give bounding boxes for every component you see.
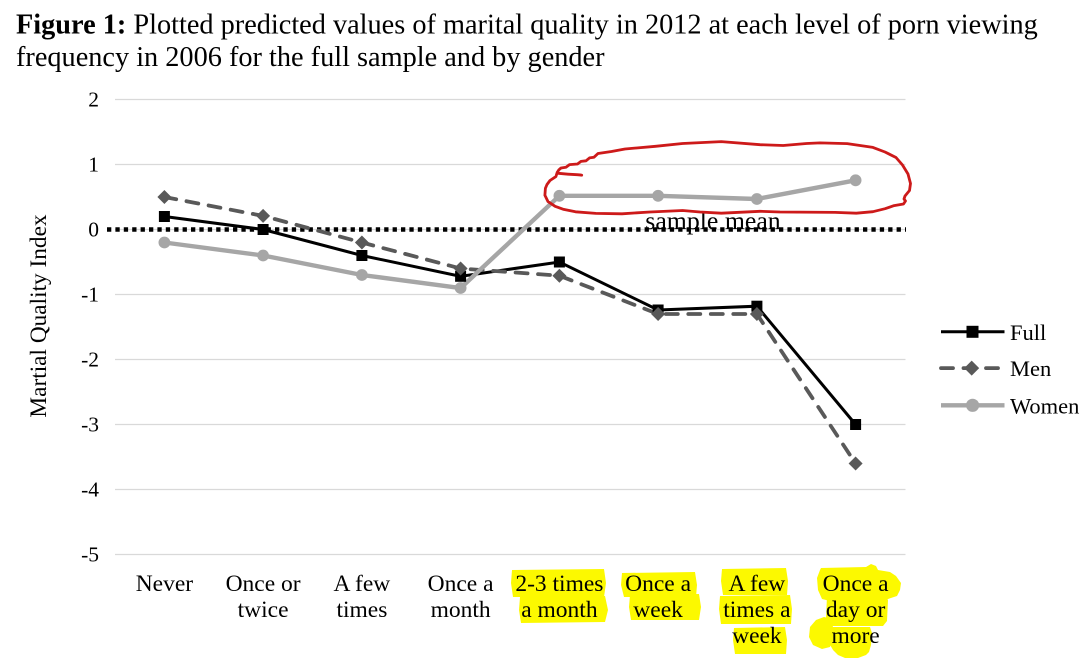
svg-text:-5: -5: [81, 543, 99, 567]
svg-text:Figure 1: Plotted predicted va: Figure 1: Plotted predicted values of ma…: [16, 10, 1038, 41]
svg-text:2-3 times: 2-3 times: [515, 571, 603, 597]
svg-text:A few: A few: [334, 571, 391, 597]
svg-text:Once a: Once a: [625, 571, 691, 597]
svg-text:month: month: [431, 597, 491, 623]
svg-text:Men: Men: [1010, 356, 1051, 381]
svg-text:frequency in 2006 for the full: frequency in 2006 for the full sample an…: [16, 42, 605, 73]
svg-text:times: times: [336, 597, 387, 623]
svg-text:Women: Women: [1010, 393, 1079, 418]
svg-text:week: week: [633, 597, 683, 623]
svg-text:Never: Never: [136, 571, 194, 597]
svg-text:more: more: [831, 623, 879, 649]
svg-text:twice: twice: [238, 597, 289, 623]
svg-text:Full: Full: [1010, 320, 1046, 345]
svg-text:-1: -1: [81, 283, 99, 307]
svg-text:-3: -3: [81, 413, 99, 437]
svg-text:week: week: [732, 623, 782, 649]
svg-text:-4: -4: [81, 478, 99, 502]
svg-text:A few: A few: [729, 571, 786, 597]
svg-text:day or: day or: [826, 597, 886, 623]
svg-text:-2: -2: [81, 348, 99, 372]
svg-text:1: 1: [88, 153, 99, 177]
svg-text:Martial Quality Index: Martial Quality Index: [26, 214, 52, 417]
svg-text:Once a: Once a: [823, 571, 889, 597]
svg-text:times a: times a: [723, 597, 791, 623]
svg-text:Once a: Once a: [428, 571, 494, 597]
svg-text:Once or: Once or: [226, 571, 301, 597]
svg-text:2: 2: [88, 88, 99, 112]
svg-text:a month: a month: [521, 597, 598, 623]
svg-text:0: 0: [88, 218, 99, 242]
